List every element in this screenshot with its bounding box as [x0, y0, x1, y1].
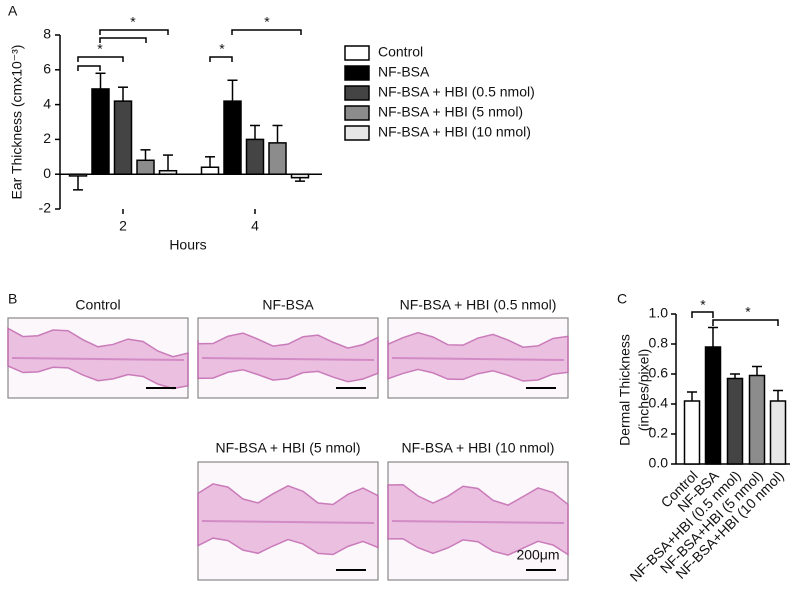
significance-bracket	[99, 37, 147, 43]
bar	[704, 346, 722, 465]
bar	[290, 173, 310, 179]
significance-star: *	[700, 297, 706, 313]
tissue	[197, 332, 379, 383]
significance-star: *	[219, 41, 225, 57]
bar	[158, 169, 178, 175]
image-label: NF-BSA	[262, 297, 314, 313]
bar	[245, 138, 265, 175]
legend-label: NF-BSA + HBI (10 nmol)	[378, 124, 531, 140]
y-tick-label: 8	[43, 26, 51, 42]
significance-star: *	[130, 14, 136, 30]
y-tick-label: 6	[43, 61, 51, 77]
panel-letter: C	[617, 291, 627, 307]
y-axis-title: (inches/pixel)	[636, 349, 652, 431]
bar	[68, 173, 88, 177]
y-tick-label: 0.0	[649, 455, 669, 471]
bar	[769, 400, 787, 465]
significance-bracket	[77, 56, 124, 62]
panel-letter: A	[8, 3, 18, 19]
x-tick-label: 4	[251, 218, 259, 234]
y-axis-title: Dermal Thickness	[617, 334, 633, 446]
bar	[223, 100, 242, 175]
tissue	[387, 331, 569, 382]
legend-label: NF-BSA + HBI (5 nmol)	[378, 104, 523, 120]
y-axis-title: Ear Thickness (cmx10⁻³)	[9, 45, 25, 200]
legend-label: NF-BSA + HBI (0.5 nmol)	[378, 84, 535, 100]
legend-swatch	[344, 45, 370, 61]
significance-star: *	[745, 304, 751, 320]
x-tick-label: 2	[119, 218, 127, 234]
tissue-layer	[391, 357, 565, 361]
image-label: NF-BSA + HBI (0.5 nmol)	[400, 297, 557, 313]
y-tick-label: 0	[43, 165, 51, 181]
bar	[200, 166, 220, 175]
bar	[748, 374, 766, 465]
y-tick-label: 0.6	[649, 365, 669, 381]
image-label: NF-BSA + HBI (10 nmol)	[402, 440, 555, 456]
significance-bracket	[99, 29, 169, 35]
bar	[268, 142, 287, 175]
y-tick-label: -2	[39, 200, 52, 216]
bar	[91, 88, 110, 175]
y-tick-label: 0.4	[649, 395, 669, 411]
tissue-layer	[201, 357, 375, 361]
legend-swatch	[344, 105, 370, 121]
significance-bracket	[77, 65, 101, 71]
y-tick-label: 4	[43, 95, 51, 111]
tissue-layer	[11, 357, 185, 361]
tissue-layer	[201, 520, 375, 524]
bar	[726, 377, 744, 465]
legend-label: Control	[378, 44, 423, 60]
legend-swatch	[344, 85, 370, 101]
bar	[113, 100, 133, 175]
significance-bracket	[691, 311, 714, 318]
legend-swatch	[344, 125, 370, 141]
panel-letter: B	[8, 291, 17, 307]
significance-bracket	[712, 319, 779, 326]
legend-swatch	[344, 65, 370, 81]
y-tick-label: 0.8	[649, 335, 669, 351]
scale-bar-label: 200μm	[516, 547, 559, 563]
tissue	[197, 483, 379, 556]
significance-star: *	[97, 41, 103, 57]
image-label: Control	[75, 297, 120, 313]
legend-label: NF-BSA	[378, 64, 430, 80]
x-axis-title: Hours	[169, 237, 206, 253]
y-tick-label: 1.0	[649, 305, 669, 321]
image-label: NF-BSA + HBI (5 nmol)	[215, 440, 360, 456]
significance-bracket	[231, 29, 302, 35]
y-tick-label: 2	[43, 130, 51, 146]
bar	[136, 159, 155, 175]
tissue-layer	[391, 520, 565, 524]
significance-star: *	[264, 14, 270, 30]
y-tick-label: 0.2	[649, 425, 669, 441]
significance-bracket	[209, 56, 233, 62]
tissue	[387, 483, 569, 556]
bar	[683, 400, 701, 465]
